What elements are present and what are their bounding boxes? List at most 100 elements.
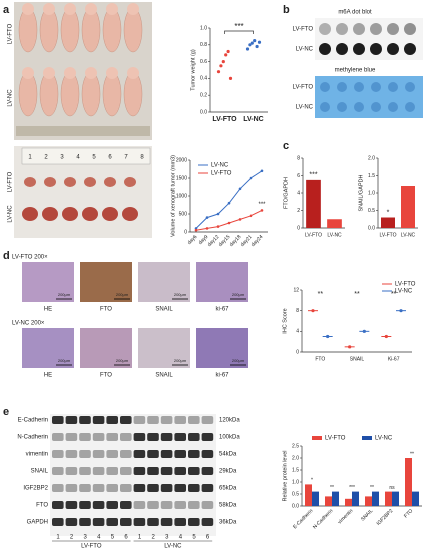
band bbox=[160, 450, 173, 458]
x-tick-label: LV-NC bbox=[401, 232, 416, 238]
point bbox=[384, 334, 388, 339]
line bbox=[195, 170, 263, 229]
row-label: LV-FTO bbox=[293, 27, 314, 33]
annotation: *** bbox=[234, 22, 243, 31]
y-tick-label: 1.5 bbox=[368, 173, 375, 179]
scale-label: 200μm bbox=[58, 358, 71, 363]
size-label: 120kDa bbox=[219, 418, 240, 424]
band bbox=[174, 450, 186, 458]
ihc-image bbox=[196, 328, 248, 368]
scale-label: 200μm bbox=[174, 358, 187, 363]
bar bbox=[345, 498, 352, 506]
band bbox=[120, 467, 132, 475]
stain-dot bbox=[320, 82, 330, 92]
dot bbox=[370, 43, 382, 55]
band bbox=[120, 501, 132, 509]
bar bbox=[332, 491, 339, 506]
band bbox=[133, 518, 146, 526]
scale-label: 200μm bbox=[58, 292, 71, 297]
band bbox=[52, 433, 64, 441]
legend-label: LV-NC bbox=[375, 436, 393, 442]
x-tick-label: day24 bbox=[250, 234, 264, 248]
line bbox=[195, 209, 263, 231]
band bbox=[160, 416, 173, 424]
band bbox=[188, 416, 200, 424]
y-tick-label: 4 bbox=[297, 190, 300, 196]
annotation: ** bbox=[410, 451, 414, 457]
annotation: *** bbox=[349, 485, 355, 491]
point bbox=[216, 70, 221, 74]
stain-dot bbox=[405, 102, 415, 112]
band bbox=[133, 450, 146, 458]
band bbox=[147, 467, 159, 475]
y-tick-label: 0.5 bbox=[368, 208, 375, 214]
dot bbox=[404, 43, 416, 55]
y-tick-label: 0.2 bbox=[200, 93, 207, 99]
bar bbox=[401, 186, 415, 228]
band bbox=[52, 501, 64, 509]
point bbox=[226, 49, 230, 54]
band bbox=[92, 450, 105, 458]
band bbox=[106, 484, 118, 492]
mouse-head bbox=[106, 3, 118, 15]
y-tick-label: 0.0 bbox=[200, 109, 207, 115]
band bbox=[174, 518, 186, 526]
band bbox=[79, 518, 91, 526]
bar bbox=[352, 491, 359, 506]
marker bbox=[205, 227, 209, 230]
dot bbox=[336, 43, 348, 55]
tumor bbox=[104, 177, 116, 187]
size-label: 54kDa bbox=[219, 452, 237, 458]
y-axis-label: IHC Score bbox=[282, 308, 288, 333]
mouse-head bbox=[64, 3, 76, 15]
band bbox=[106, 433, 118, 441]
marker bbox=[194, 227, 198, 230]
lane-number: 4 bbox=[179, 535, 183, 541]
point bbox=[257, 40, 262, 44]
bar bbox=[325, 496, 332, 506]
scale-label: 200μm bbox=[116, 358, 129, 363]
x-tick-label: SNAIL bbox=[360, 508, 375, 523]
y-tick-label: 1500 bbox=[176, 175, 187, 181]
point bbox=[221, 60, 225, 64]
y-tick-label: 2 bbox=[297, 208, 300, 214]
y-tick-label: 2.0 bbox=[368, 155, 375, 161]
protein-label: SNAIL bbox=[31, 469, 49, 475]
band bbox=[65, 450, 78, 458]
marker bbox=[227, 201, 231, 205]
band bbox=[133, 484, 146, 492]
marker bbox=[260, 209, 264, 212]
ihc-image bbox=[22, 328, 74, 368]
band bbox=[120, 450, 132, 458]
row-label: LV-NC bbox=[296, 105, 314, 111]
y-tick-label: 0.0 bbox=[292, 503, 299, 509]
y-tick-label: 0.0 bbox=[368, 225, 375, 231]
y-axis-label: Relative protein level bbox=[282, 450, 288, 501]
dot bbox=[387, 23, 399, 35]
stain-label: HE bbox=[44, 307, 52, 313]
bar bbox=[312, 491, 319, 506]
tumor bbox=[82, 207, 98, 221]
band bbox=[106, 467, 118, 475]
y-tick-label: 0.8 bbox=[200, 42, 207, 48]
stain-dot bbox=[354, 102, 364, 112]
x-tick-label: LV-FTO bbox=[212, 116, 237, 123]
row-label: LV-NC bbox=[8, 205, 14, 223]
stain-dot bbox=[371, 102, 381, 112]
band bbox=[147, 416, 159, 424]
x-tick-label: vimentin bbox=[337, 508, 355, 526]
band bbox=[147, 518, 159, 526]
x-tick-label: LV-FTO bbox=[305, 232, 322, 238]
annotation: ** bbox=[318, 291, 324, 298]
scale-label: 200μm bbox=[174, 292, 187, 297]
ruler-number: 5 bbox=[92, 155, 96, 161]
y-axis-label: SNAIL/GAPDH bbox=[358, 174, 364, 211]
band bbox=[160, 518, 173, 526]
tumor bbox=[22, 207, 38, 221]
ruler-number: 8 bbox=[140, 155, 144, 161]
scale-label: 200μm bbox=[232, 358, 245, 363]
band bbox=[92, 501, 105, 509]
stain-dot bbox=[388, 82, 398, 92]
group-label: LV-NC bbox=[164, 544, 182, 550]
annotation: ** bbox=[330, 485, 334, 491]
